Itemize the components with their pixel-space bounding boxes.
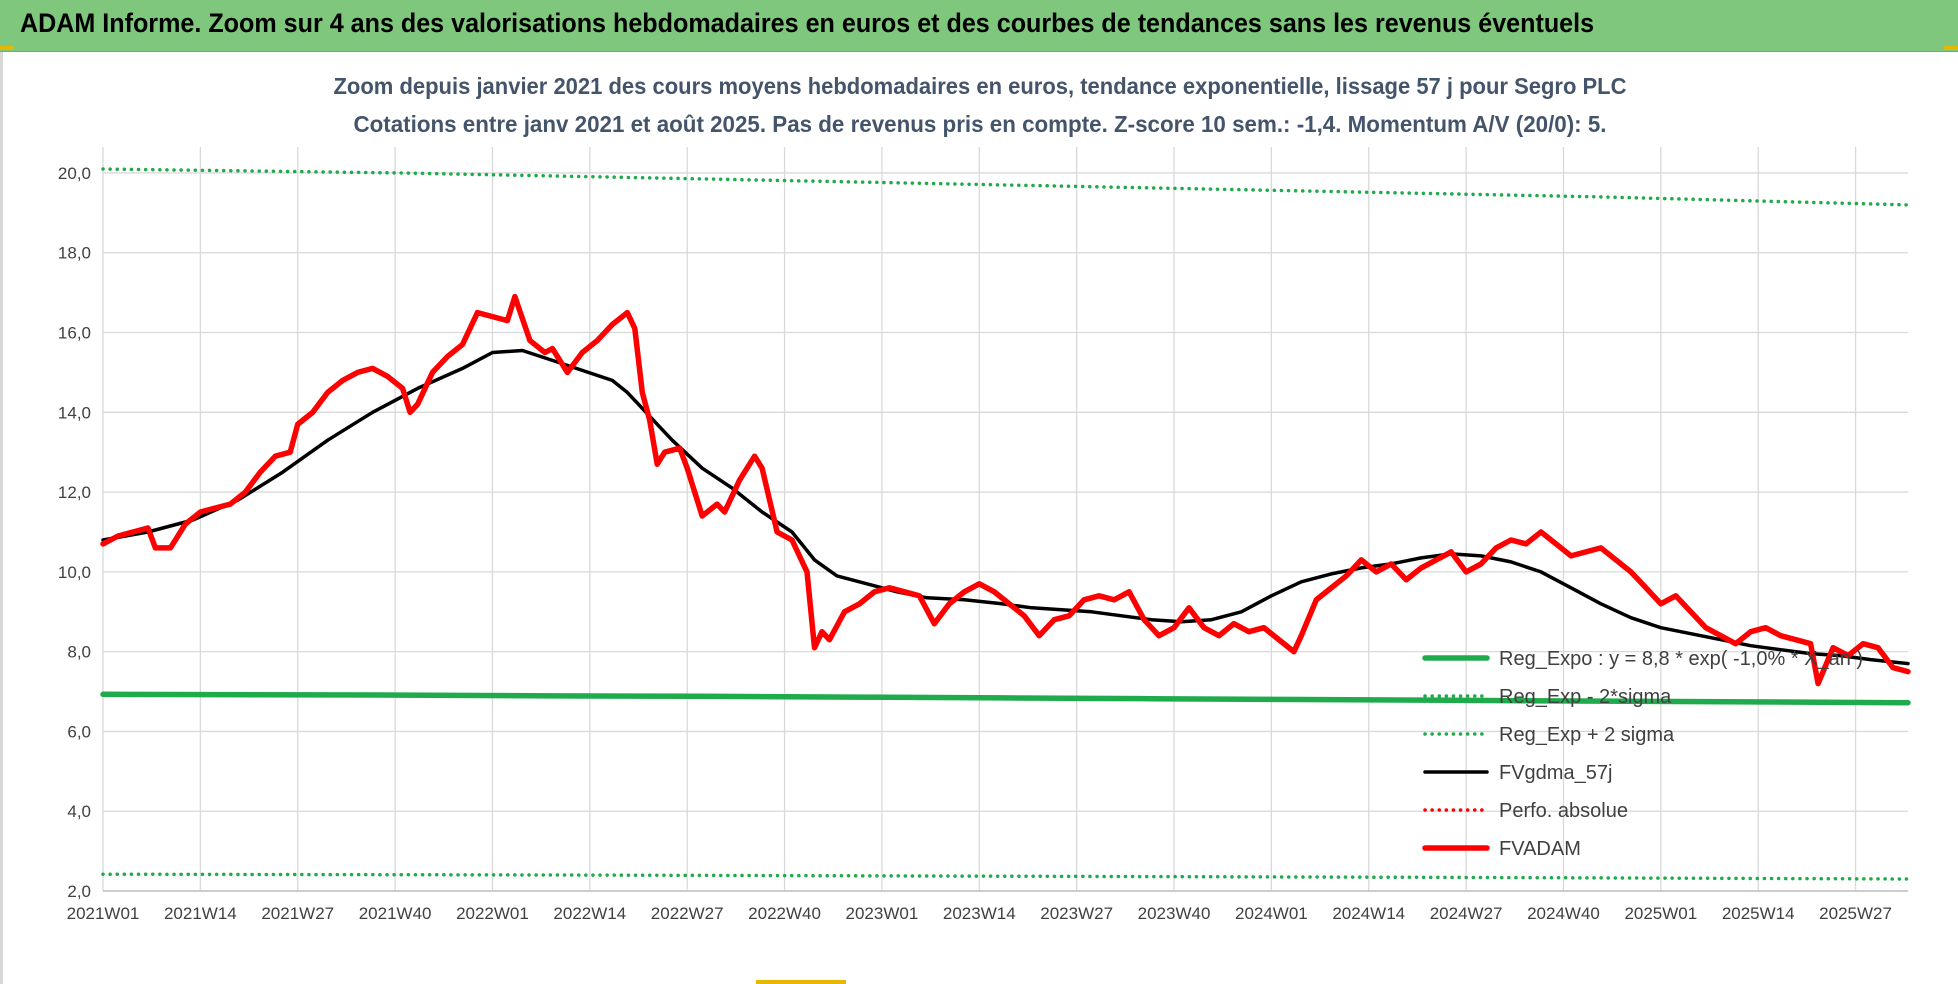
x-tick-label: 2023W01	[846, 904, 919, 923]
x-tick-label: 2023W27	[1040, 904, 1113, 923]
chart-frame: 2,0 4,0 6,0 8,0 10,0 12,0 14,0 16,0 18,0 20,0 2021…	[0, 52, 1958, 984]
y-tick-label: 14,0	[58, 403, 91, 422]
legend-label: Reg_Exp + 2 sigma	[1499, 724, 1675, 746]
axis-layer: 2,0 4,0 6,0 8,0 10,0 12,0 14,0 16,0 18,0 20,0 2021…	[58, 164, 1908, 923]
x-tick-label: 2021W14	[164, 904, 237, 923]
header-title: ADAM Informe. Zoom sur 4 ans des valoris…	[20, 8, 1595, 38]
legend-label: FVADAM	[1499, 838, 1581, 860]
series-layer	[100, 167, 1911, 881]
legend-label: Reg_Expo : y = 8,8 * exp( -1,0% * X_an )	[1499, 648, 1863, 670]
x-tick-label: 2025W27	[1819, 904, 1892, 923]
y-tick-label: 6,0	[67, 722, 91, 741]
series-line-reg-exp-2-sigma	[101, 872, 1910, 881]
x-tick-label: 2024W01	[1235, 904, 1308, 923]
y-tick-label: 10,0	[58, 563, 91, 582]
x-tick-label: 2021W27	[261, 904, 334, 923]
x-tick-label: 2024W27	[1430, 904, 1503, 923]
legend: Reg_Expo : y = 8,8 * exp( -1,0% * X_an )…	[1422, 648, 1863, 860]
line-chart: 2,0 4,0 6,0 8,0 10,0 12,0 14,0 16,0 18,0 20,0 2021…	[58, 73, 1911, 923]
header-bar: ADAM Informe. Zoom sur 4 ans des valoris…	[0, 0, 1958, 52]
corner-mark-top-left	[0, 46, 14, 50]
y-tick-label: 16,0	[58, 324, 91, 343]
legend-label: Reg_Exp - 2*sigma	[1499, 686, 1672, 708]
legend-label: Perfo. absolue	[1499, 800, 1628, 822]
corner-mark-bottom	[756, 980, 846, 984]
chart-subtitle: Cotations entre janv 2021 et août 2025. …	[354, 111, 1607, 137]
series-line-reg-expo-y-8-8-exp-1-0-x-an	[100, 691, 1911, 706]
x-tick-label: 2023W14	[943, 904, 1016, 923]
x-tick-label: 2024W40	[1527, 904, 1600, 923]
series-line-reg-exp-2-sigma	[101, 167, 1910, 207]
x-tick-label: 2022W40	[748, 904, 821, 923]
y-tick-label: 8,0	[67, 643, 91, 662]
corner-mark-top-right	[1944, 46, 1958, 50]
x-tick-label: 2023W40	[1138, 904, 1211, 923]
x-tick-label: 2024W14	[1332, 904, 1405, 923]
series-line-fvadam	[100, 293, 1911, 687]
y-tick-label: 20,0	[58, 164, 91, 183]
x-tick-label: 2021W01	[67, 904, 140, 923]
series-line-fvgdma-57j	[101, 348, 1910, 666]
legend-label: FVgdma_57j	[1499, 762, 1612, 784]
x-tick-label: 2022W27	[651, 904, 724, 923]
y-tick-label: 4,0	[67, 802, 91, 821]
y-tick-label: 12,0	[58, 483, 91, 502]
chart-title: Zoom depuis janvier 2021 des cours moyen…	[334, 73, 1627, 99]
y-tick-label: 18,0	[58, 244, 91, 263]
x-tick-label: 2021W40	[359, 904, 432, 923]
y-tick-label: 2,0	[67, 882, 91, 901]
grid-layer	[102, 147, 1908, 892]
x-tick-label: 2022W01	[456, 904, 529, 923]
x-tick-label: 2025W01	[1624, 904, 1697, 923]
x-tick-label: 2025W14	[1722, 904, 1795, 923]
x-tick-label: 2022W14	[553, 904, 626, 923]
